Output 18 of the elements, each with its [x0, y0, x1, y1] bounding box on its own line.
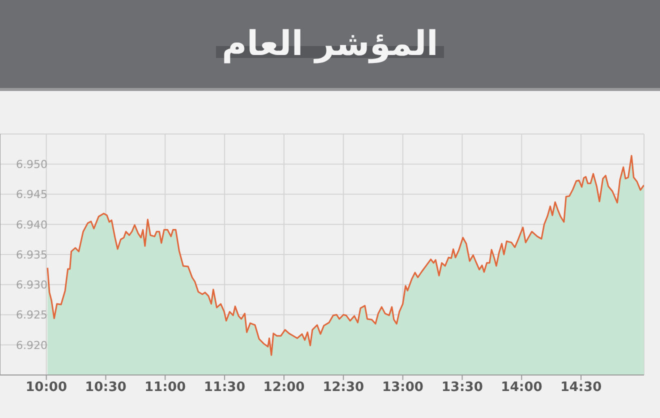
- x-tick-label: 14:30: [560, 380, 602, 396]
- x-tick-label: 11:30: [204, 380, 246, 396]
- y-tick-label: 6.940: [16, 218, 48, 232]
- x-tick-label: 14:00: [500, 380, 542, 396]
- y-tick-label: 6.920: [16, 338, 48, 352]
- x-tick-label: 13:30: [442, 380, 483, 396]
- x-tick-label: 11:00: [144, 380, 186, 396]
- x-tick-label: 10:00: [26, 380, 68, 396]
- y-tick-label: 6.950: [16, 158, 48, 172]
- x-tick-label: 12:30: [322, 380, 364, 396]
- chart-title: المؤشر العام: [216, 24, 444, 64]
- y-tick-label: 6.935: [16, 248, 48, 262]
- y-tick-label: 6.925: [16, 308, 48, 322]
- x-tick-label: 10:30: [85, 380, 126, 396]
- y-tick-label: 6.945: [16, 188, 48, 202]
- x-tick-label: 13:00: [382, 380, 424, 396]
- x-tick-label: 12:00: [263, 380, 305, 396]
- y-tick-label: 6.930: [16, 278, 48, 292]
